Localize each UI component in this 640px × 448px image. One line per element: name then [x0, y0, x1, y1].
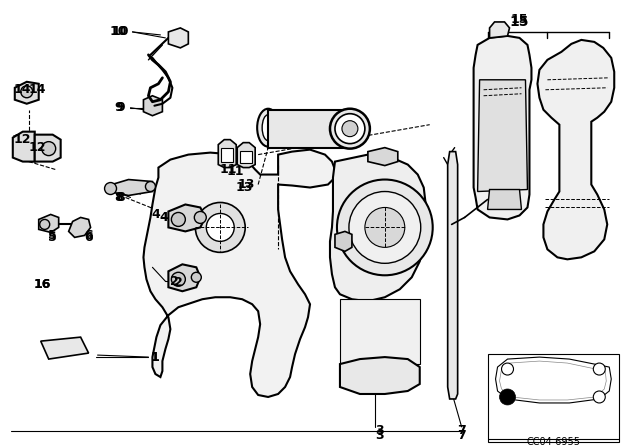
Circle shape: [20, 86, 33, 98]
Circle shape: [593, 391, 605, 403]
Ellipse shape: [257, 109, 279, 146]
Polygon shape: [237, 142, 255, 168]
Text: 1: 1: [151, 351, 160, 364]
Polygon shape: [268, 110, 350, 148]
Text: 13: 13: [237, 178, 255, 191]
Polygon shape: [495, 357, 611, 403]
Ellipse shape: [335, 114, 365, 144]
Circle shape: [145, 181, 156, 191]
Polygon shape: [447, 151, 458, 399]
Text: 10: 10: [112, 26, 129, 39]
Circle shape: [337, 180, 433, 275]
Polygon shape: [477, 80, 527, 191]
Polygon shape: [168, 28, 188, 48]
Polygon shape: [488, 190, 522, 210]
Text: 5: 5: [48, 229, 57, 242]
Polygon shape: [168, 204, 205, 232]
Text: 4: 4: [159, 211, 168, 224]
Polygon shape: [500, 361, 606, 400]
Text: 5: 5: [48, 231, 57, 244]
Text: 6: 6: [84, 229, 93, 242]
Polygon shape: [340, 357, 420, 394]
Text: 6: 6: [84, 231, 93, 244]
Text: 13: 13: [236, 181, 253, 194]
Text: 15: 15: [509, 15, 529, 29]
Text: 11: 11: [220, 163, 237, 176]
Polygon shape: [109, 180, 152, 195]
Text: 12: 12: [29, 141, 46, 154]
Circle shape: [349, 191, 420, 263]
Text: CC04-6955: CC04-6955: [526, 437, 580, 447]
Polygon shape: [490, 22, 509, 38]
Polygon shape: [143, 96, 163, 116]
Circle shape: [172, 212, 186, 226]
Circle shape: [206, 213, 234, 241]
Polygon shape: [15, 82, 39, 104]
Polygon shape: [39, 215, 59, 233]
Text: 15: 15: [511, 13, 528, 26]
Circle shape: [104, 182, 116, 194]
Text: 7: 7: [457, 424, 466, 437]
Polygon shape: [35, 135, 61, 162]
Text: 12: 12: [14, 133, 31, 146]
Circle shape: [502, 363, 513, 375]
Text: 2: 2: [174, 276, 183, 289]
Text: 1: 1: [151, 351, 160, 364]
Polygon shape: [218, 140, 236, 168]
Polygon shape: [474, 36, 531, 220]
Polygon shape: [240, 151, 252, 163]
Ellipse shape: [342, 121, 358, 137]
Polygon shape: [221, 148, 233, 162]
Text: 10: 10: [110, 26, 127, 39]
Polygon shape: [143, 150, 335, 397]
Circle shape: [593, 363, 605, 375]
Polygon shape: [41, 337, 88, 359]
Text: 7: 7: [457, 429, 466, 442]
Text: 14: 14: [14, 83, 31, 96]
Text: 16: 16: [34, 278, 51, 291]
Ellipse shape: [330, 109, 370, 149]
Circle shape: [42, 142, 56, 155]
Polygon shape: [168, 264, 200, 291]
Circle shape: [195, 211, 206, 224]
Bar: [488, 354, 620, 442]
Text: 3: 3: [376, 429, 384, 442]
Circle shape: [502, 391, 513, 403]
Circle shape: [365, 207, 404, 247]
Circle shape: [191, 272, 202, 282]
Polygon shape: [538, 40, 614, 259]
Circle shape: [40, 220, 50, 229]
Text: 4: 4: [151, 208, 160, 221]
Text: 14: 14: [29, 83, 46, 96]
Text: 8: 8: [114, 191, 123, 204]
Text: 2: 2: [170, 275, 179, 288]
Polygon shape: [335, 232, 352, 251]
Circle shape: [500, 389, 515, 405]
Circle shape: [172, 272, 186, 286]
Text: 16: 16: [34, 278, 51, 291]
Polygon shape: [368, 148, 398, 166]
Text: 8: 8: [116, 191, 125, 204]
Polygon shape: [330, 155, 426, 301]
Polygon shape: [68, 217, 91, 237]
Text: 3: 3: [376, 424, 384, 437]
Text: 11: 11: [227, 165, 244, 178]
Text: 9: 9: [116, 101, 125, 114]
Ellipse shape: [262, 115, 274, 141]
Polygon shape: [340, 299, 420, 364]
Text: 9: 9: [114, 101, 123, 114]
Circle shape: [195, 202, 245, 252]
Polygon shape: [13, 132, 35, 162]
